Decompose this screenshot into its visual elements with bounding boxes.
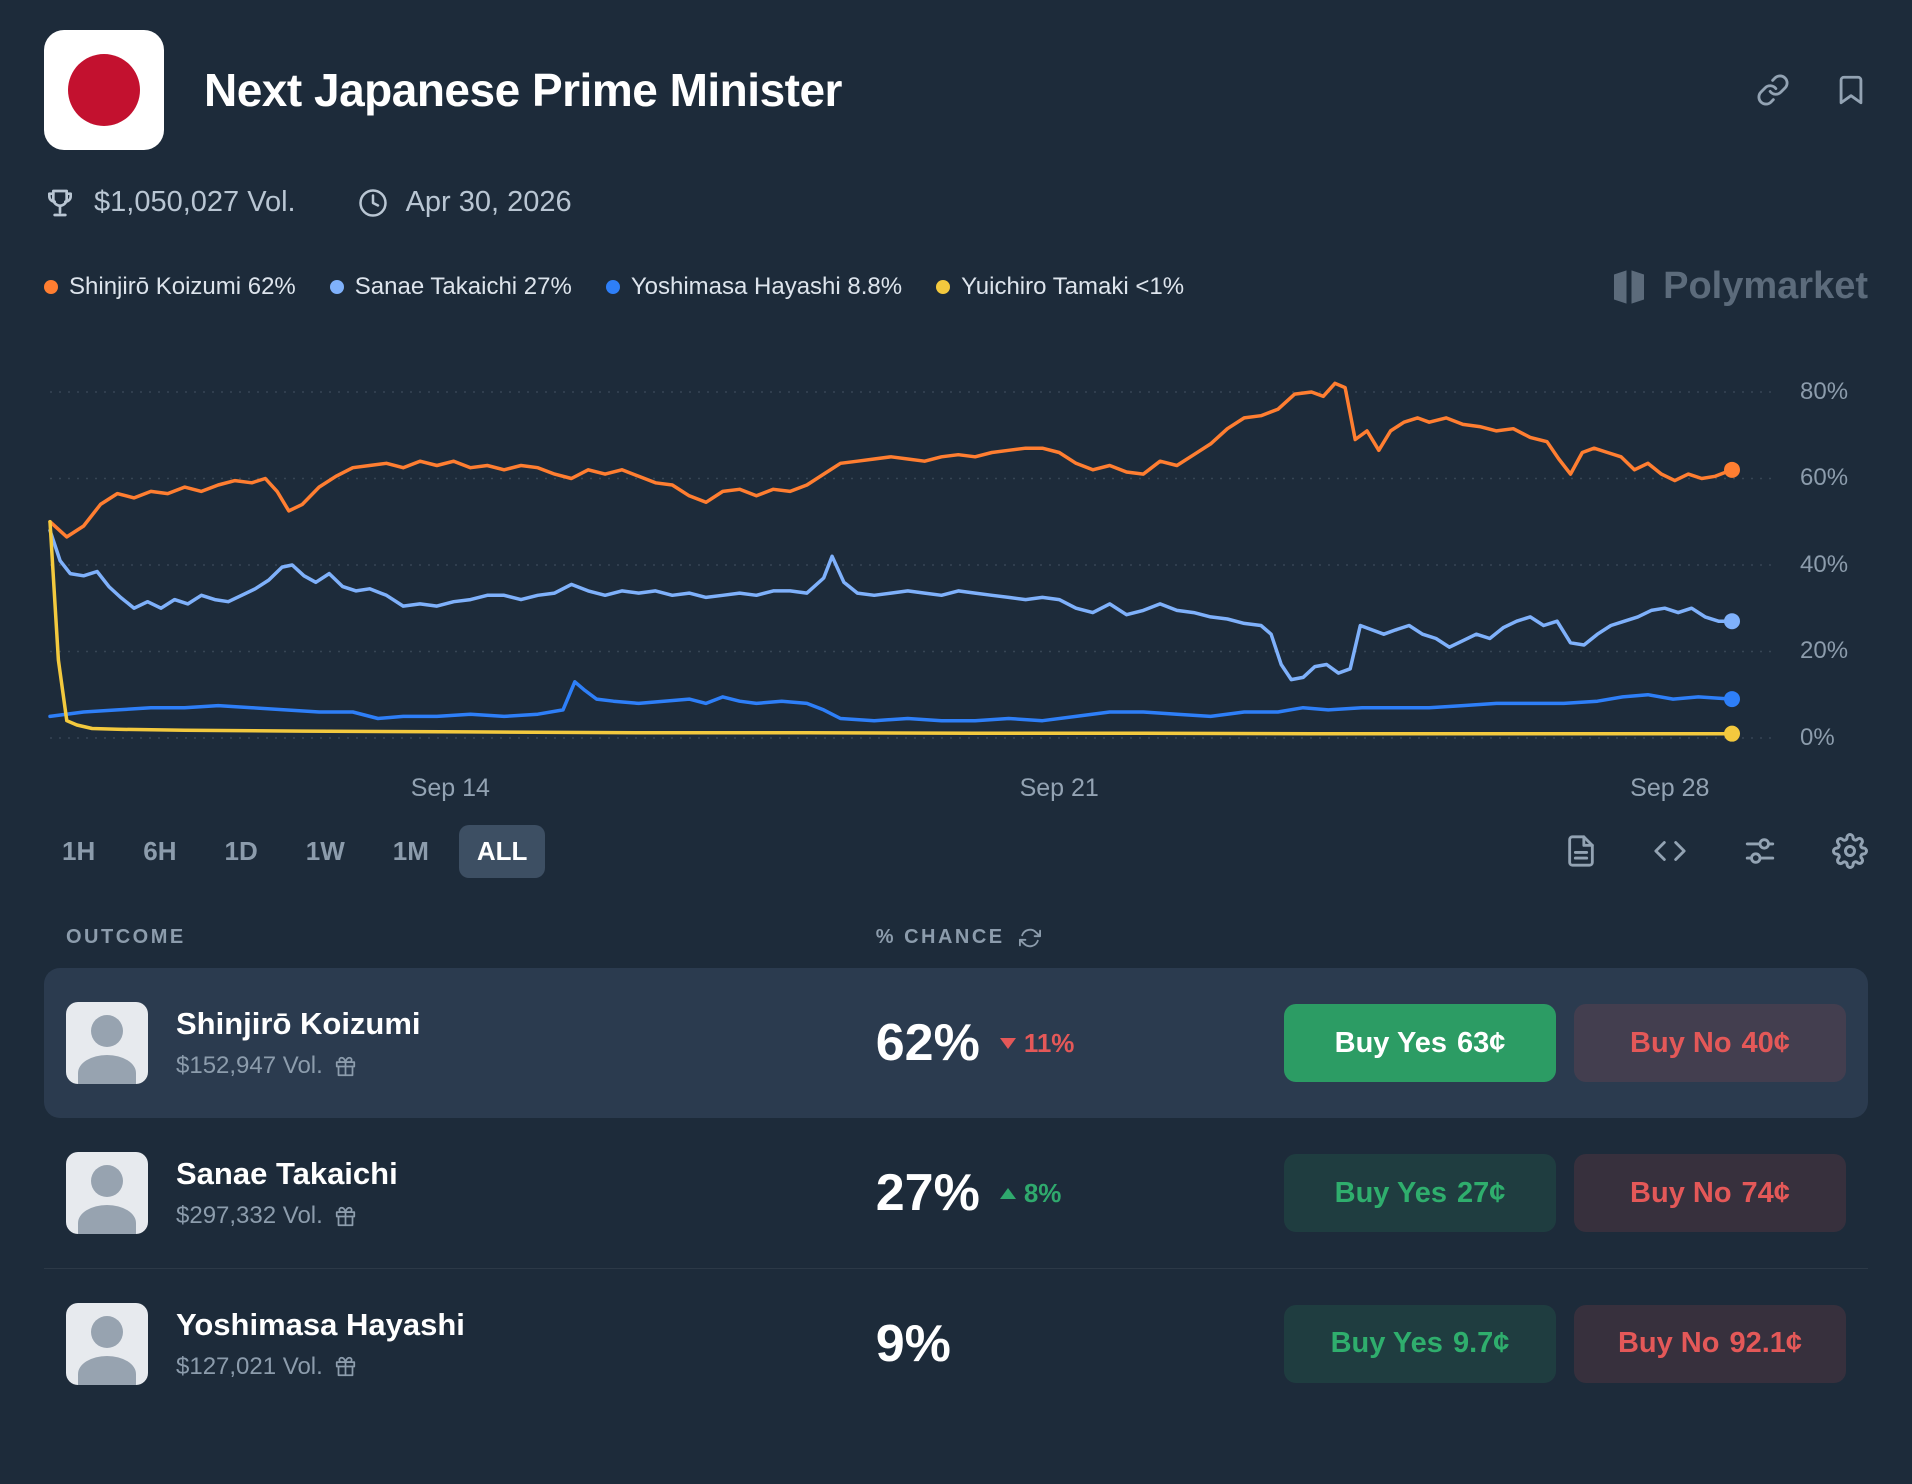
gift-icon[interactable] — [335, 1356, 356, 1377]
series-endpoint-dot — [1724, 691, 1740, 708]
series-endpoint-dot — [1724, 613, 1740, 630]
volume-text: $1,050,027 Vol. — [94, 186, 296, 218]
polymarket-watermark: Polymarket — [1609, 265, 1868, 308]
range-button-1d[interactable]: 1D — [224, 835, 258, 866]
legend-label: Shinjirō Koizumi 62% — [69, 272, 296, 300]
legend-dot — [936, 279, 951, 294]
chart-canvas[interactable] — [44, 350, 1784, 760]
chart-controls: 1H 6H 1D 1W 1M ALL — [44, 820, 1868, 882]
price-chart[interactable]: Sep 14 Sep 21 Sep 28 0% 20% 40% 60% 80% — [44, 350, 1868, 816]
legend-dot — [44, 279, 58, 294]
y-axis-label: 20% — [1800, 637, 1849, 665]
chart-legend: Shinjirō Koizumi 62% Sanae Takaichi 27% … — [44, 265, 1868, 308]
outcome-volume: $297,332 Vol. — [176, 1202, 323, 1229]
up-arrow-icon — [999, 1187, 1016, 1199]
outcome-table-header: OUTCOME % CHANCE — [44, 926, 1868, 952]
chance-value: 27% — [875, 1164, 980, 1222]
series-line — [48, 528, 1734, 682]
buy-yes-button[interactable]: Buy Yes 63¢ — [1284, 1004, 1556, 1082]
outcome-avatar — [66, 1152, 148, 1234]
outcome-avatar — [66, 1302, 148, 1385]
chart-settings-sliders-icon[interactable] — [1742, 834, 1778, 868]
chance-value: 9% — [875, 1314, 951, 1373]
legend-label: Yuichiro Tamaki <1% — [961, 272, 1185, 300]
buy-no-button[interactable]: Buy No 92.1¢ — [1574, 1304, 1846, 1383]
legend-label: Yoshimasa Hayashi 8.8% — [630, 272, 903, 300]
range-button-1h[interactable]: 1H — [62, 835, 96, 866]
chance-value: 62% — [875, 1014, 980, 1072]
gift-icon[interactable] — [335, 1206, 356, 1227]
market-header: Next Japanese Prime Minister — [44, 30, 1868, 150]
legend-item: Yuichiro Tamaki <1% — [936, 273, 1184, 301]
buy-yes-button[interactable]: Buy Yes 9.7¢ — [1284, 1304, 1556, 1383]
refresh-icon[interactable] — [1018, 927, 1041, 949]
buy-yes-button[interactable]: Buy Yes 27¢ — [1284, 1154, 1556, 1232]
bookmark-icon[interactable] — [1834, 73, 1868, 107]
outcome-row-hayashi[interactable]: Yoshimasa Hayashi $127,021 Vol. 9% Buy Y… — [44, 1268, 1868, 1418]
outcome-volume: $152,947 Vol. — [176, 1052, 323, 1079]
legend-label: Sanae Takaichi 27% — [354, 272, 572, 300]
y-axis-label: 60% — [1800, 464, 1849, 492]
y-axis-label: 80% — [1800, 377, 1849, 405]
legend-dot — [329, 279, 344, 294]
y-axis-label: 40% — [1800, 550, 1849, 578]
range-button-6h[interactable]: 6H — [143, 835, 177, 866]
series-line — [48, 519, 1734, 736]
outcome-name: Shinjirō Koizumi — [176, 1006, 421, 1041]
news-icon[interactable] — [1564, 834, 1598, 868]
chance-column-header: % CHANCE — [875, 926, 1005, 948]
series-line — [48, 381, 1734, 539]
buy-no-button[interactable]: Buy No 40¢ — [1574, 1004, 1846, 1082]
legend-item: Yoshimasa Hayashi 8.8% — [605, 272, 903, 301]
embed-code-icon[interactable] — [1652, 834, 1688, 868]
page-title: Next Japanese Prime Minister — [204, 64, 842, 116]
clock-icon — [358, 188, 388, 218]
japan-flag-icon — [44, 30, 164, 150]
end-date-text: Apr 30, 2026 — [405, 186, 572, 218]
x-axis-label: Sep 14 — [410, 774, 490, 802]
x-axis-label: Sep 28 — [1630, 774, 1710, 802]
chance-change-down: 11% — [999, 1028, 1074, 1059]
y-axis: 0% 20% 40% 60% 80% — [1784, 350, 1868, 760]
legend-item: Shinjirō Koizumi 62% — [44, 273, 296, 301]
outcome-name: Yoshimasa Hayashi — [176, 1306, 465, 1342]
outcome-column-header: OUTCOME — [66, 926, 186, 948]
legend-item: Sanae Takaichi 27% — [329, 272, 572, 301]
series-endpoint-dot — [1724, 725, 1740, 742]
chance-change-up: 8% — [999, 1178, 1061, 1209]
outcome-volume: $127,021 Vol. — [176, 1352, 323, 1380]
watermark-text: Polymarket — [1663, 265, 1868, 307]
series-endpoint-dot — [1724, 461, 1740, 478]
outcome-avatar — [66, 1002, 148, 1084]
outcome-row-koizumi[interactable]: Shinjirō Koizumi $152,947 Vol. 62% 11% B… — [44, 968, 1868, 1118]
legend-dot — [605, 279, 620, 294]
japan-flag-circle — [68, 54, 140, 126]
outcome-name: Sanae Takaichi — [176, 1156, 398, 1191]
y-axis-label: 0% — [1800, 724, 1835, 751]
range-button-1w[interactable]: 1W — [305, 835, 345, 866]
copy-link-icon[interactable] — [1756, 73, 1790, 107]
range-button-all[interactable]: ALL — [458, 824, 546, 878]
market-meta: $1,050,027 Vol. Apr 30, 2026 — [44, 186, 1868, 219]
polymarket-logo-icon — [1609, 267, 1649, 307]
gift-icon[interactable] — [335, 1056, 356, 1077]
gear-icon[interactable] — [1832, 833, 1868, 869]
outcome-row-takaichi[interactable]: Sanae Takaichi $297,332 Vol. 27% 8% Buy … — [44, 1118, 1868, 1268]
down-arrow-icon — [999, 1037, 1016, 1049]
outcome-table: Shinjirō Koizumi $152,947 Vol. 62% 11% B… — [44, 968, 1868, 1418]
volume-trophy-icon — [44, 187, 76, 219]
x-axis: Sep 14 Sep 21 Sep 28 — [44, 760, 1784, 816]
series-line — [48, 680, 1734, 723]
buy-no-button[interactable]: Buy No 74¢ — [1574, 1154, 1846, 1232]
range-button-1m[interactable]: 1M — [392, 835, 429, 866]
x-axis-label: Sep 21 — [1019, 774, 1099, 802]
